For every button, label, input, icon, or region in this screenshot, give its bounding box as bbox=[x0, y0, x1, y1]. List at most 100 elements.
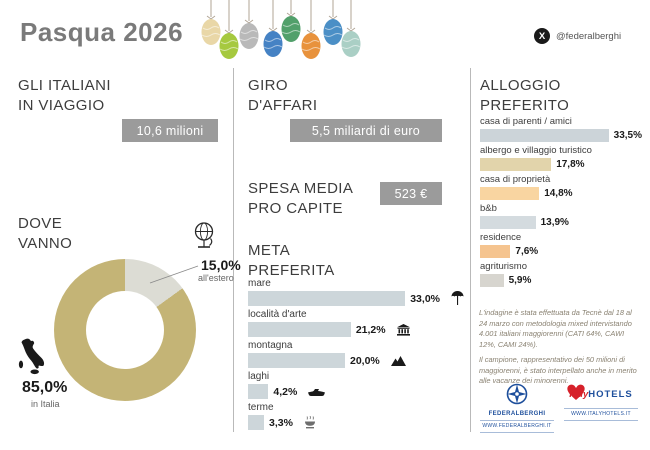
heading-line: PREFERITO bbox=[480, 97, 570, 115]
compass-icon bbox=[506, 383, 528, 405]
italy-map-icon bbox=[18, 338, 45, 375]
bar-line: 17,8% bbox=[480, 158, 642, 171]
spend-heading: SPESA MEDIA PRO CAPITE bbox=[248, 179, 353, 220]
abroad-percentage: 15,0% bbox=[201, 257, 241, 273]
motorboat-icon bbox=[308, 387, 326, 397]
bar-row: agriturismo 5,9% bbox=[480, 261, 642, 287]
social-handle-text: @federalberghi bbox=[556, 30, 622, 42]
meta-preferita-chart: mare 33,0% località d'arte 21,2% montagna 20,… bbox=[248, 278, 464, 433]
bar-line: 21,2% bbox=[248, 322, 464, 337]
bar bbox=[480, 129, 609, 142]
heading-line: ALLOGGIO bbox=[480, 77, 561, 94]
federalberghi-name: FEDERALBERGHI bbox=[488, 411, 546, 417]
heading-line: PREFERITA bbox=[248, 262, 335, 280]
thermal-bath-icon bbox=[304, 416, 316, 429]
bar-row: albergo e villaggio turistico 17,8% bbox=[480, 145, 642, 171]
bar-category-label: casa di parenti / amici bbox=[480, 116, 572, 127]
meta-heading: META PREFERITA bbox=[248, 241, 335, 282]
italyhotels-name-italy: Italy bbox=[569, 388, 589, 400]
bar-row: mare 33,0% bbox=[248, 278, 464, 306]
heart-icon bbox=[567, 384, 585, 400]
bar-line: 14,8% bbox=[480, 187, 642, 200]
bar-category-label: casa di proprietà bbox=[480, 174, 551, 185]
heading-line: D'AFFARI bbox=[248, 97, 318, 115]
federalberghi-url: WWW.FEDERALBERGHI.IT bbox=[482, 423, 552, 429]
social-handle[interactable]: X @federalberghi bbox=[534, 28, 621, 44]
bar bbox=[480, 245, 511, 258]
business-badge: 5,5 miliardi di euro bbox=[290, 119, 442, 142]
bar bbox=[248, 415, 264, 430]
bar-line: 4,2% bbox=[248, 384, 464, 399]
bar-category-label: mare bbox=[248, 278, 271, 289]
beach-umbrella-icon bbox=[451, 291, 464, 306]
italy-label: in Italia bbox=[31, 399, 60, 409]
bar-value: 17,8% bbox=[556, 159, 585, 170]
bar-row: laghi 4,2% bbox=[248, 371, 464, 399]
bar-value: 13,9% bbox=[540, 217, 569, 228]
bar-category-label: residence bbox=[480, 232, 522, 243]
footnote-paragraph-2: Il campione, rappresentativo dei 50 mili… bbox=[479, 354, 637, 386]
bar-line: 3,3% bbox=[248, 415, 464, 430]
abroad-label: all'estero bbox=[198, 273, 234, 283]
heading-line: SPESA MEDIA bbox=[248, 180, 354, 197]
destinations-heading: DOVE VANNO bbox=[18, 214, 72, 255]
heading-line: IN VIAGGIO bbox=[18, 97, 105, 115]
bar-row: casa di parenti / amici 33,5% bbox=[480, 116, 642, 142]
heading-line: GLI ITALIANI bbox=[18, 77, 111, 94]
bar-value: 20,0% bbox=[350, 354, 380, 367]
heading-line: VANNO bbox=[18, 235, 73, 253]
globe-icon bbox=[194, 222, 214, 248]
logo-divider bbox=[564, 420, 638, 421]
bar-category-label: b&b bbox=[480, 203, 497, 214]
bar-value: 5,9% bbox=[508, 275, 532, 286]
bar-row: casa di proprietà 14,8% bbox=[480, 174, 642, 200]
bar-row: montagna 20,0% bbox=[248, 340, 464, 368]
logo-divider bbox=[480, 432, 554, 433]
bar bbox=[480, 274, 504, 287]
x-logo-icon: X bbox=[534, 28, 550, 44]
bar-row: località d'arte 21,2% bbox=[248, 309, 464, 337]
bar bbox=[480, 216, 536, 229]
heading-line: GIRO bbox=[248, 77, 288, 94]
italyhotels-name-hotels: HOTELS bbox=[588, 388, 633, 400]
business-heading: GIRO D'AFFARI bbox=[248, 76, 317, 117]
spend-badge: 523 € bbox=[380, 182, 442, 205]
bar-row: residence 7,6% bbox=[480, 232, 642, 258]
column-divider-right bbox=[470, 68, 471, 432]
bar-line: 5,9% bbox=[480, 274, 642, 287]
italyhotels-name: Italy HOTELS bbox=[562, 383, 640, 405]
page-title: Pasqua 2026 bbox=[20, 17, 184, 47]
survey-footnote: L'indagine è stata effettuata da Tecnè d… bbox=[479, 308, 640, 391]
bar-value: 33,5% bbox=[613, 130, 642, 141]
bar-value: 21,2% bbox=[355, 323, 386, 336]
bar-value: 4,2% bbox=[273, 385, 298, 398]
travelers-heading: GLI ITALIANI IN VIAGGIO bbox=[18, 76, 111, 117]
bar bbox=[480, 187, 540, 200]
heading-line: PRO CAPITE bbox=[248, 200, 343, 218]
bar-category-label: albergo e villaggio turistico bbox=[480, 145, 592, 156]
italyhotels-logo[interactable]: Italy HOTELS WWW.ITALYHOTELS.IT bbox=[562, 383, 640, 423]
bar-line: 13,9% bbox=[480, 216, 642, 229]
bar-value: 3,3% bbox=[269, 416, 293, 429]
logo-divider bbox=[564, 408, 638, 409]
bar-category-label: terme bbox=[248, 402, 274, 413]
bar-line: 33,5% bbox=[480, 129, 642, 142]
bar bbox=[248, 322, 351, 337]
bar-category-label: laghi bbox=[248, 371, 270, 382]
alloggio-preferito-chart: casa di parenti / amici 33,5% albergo e vi… bbox=[480, 116, 642, 290]
donut-leader-line bbox=[149, 265, 199, 284]
mountain-icon bbox=[390, 355, 406, 366]
easter-eggs-decoration bbox=[201, 0, 361, 59]
bar-category-label: montagna bbox=[248, 340, 293, 351]
bar-line: 33,0% bbox=[248, 291, 464, 306]
italy-percentage: 85,0% bbox=[22, 379, 68, 396]
logo-divider bbox=[480, 420, 554, 421]
federalberghi-logo[interactable]: FEDERALBERGHI WWW.FEDERALBERGHI.IT bbox=[478, 383, 556, 435]
bar-value: 33,0% bbox=[410, 292, 440, 305]
italyhotels-url: WWW.ITALYHOTELS.IT bbox=[571, 411, 631, 417]
heading-line: META bbox=[248, 242, 291, 259]
alloggio-heading: ALLOGGIO PREFERITO bbox=[480, 76, 569, 117]
bar-value: 14,8% bbox=[544, 188, 573, 199]
bar-line: 20,0% bbox=[248, 353, 464, 368]
